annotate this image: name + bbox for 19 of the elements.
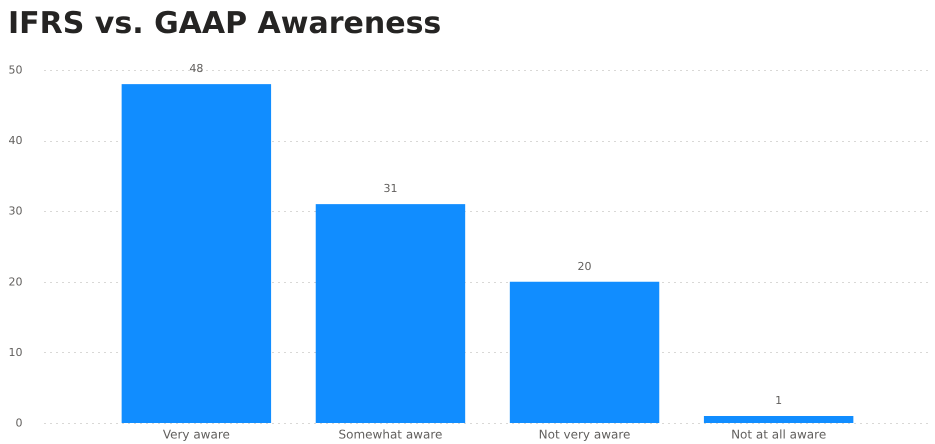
x-tick-label: Not at all aware	[731, 428, 826, 442]
x-tick-label: Not very aware	[538, 428, 630, 442]
chart-title: IFRS vs. GAAP Awareness	[8, 6, 442, 42]
data-label: 48	[189, 62, 204, 76]
x-tick-label: Somewhat aware	[338, 428, 442, 442]
data-label: 1	[775, 394, 782, 407]
y-tick-label: 40	[8, 134, 22, 148]
bar	[510, 282, 660, 423]
bar	[122, 84, 272, 423]
x-tick-label: Very aware	[162, 428, 230, 442]
data-label: 31	[383, 182, 398, 196]
y-tick-label: 10	[8, 346, 22, 359]
bar	[316, 204, 466, 423]
data-label: 20	[578, 260, 592, 273]
bar	[704, 416, 854, 423]
y-tick-label: 20	[8, 275, 22, 288]
y-tick-label: 30	[8, 204, 22, 218]
y-tick-label: 0	[16, 416, 22, 430]
y-tick-label: 50	[8, 64, 22, 76]
